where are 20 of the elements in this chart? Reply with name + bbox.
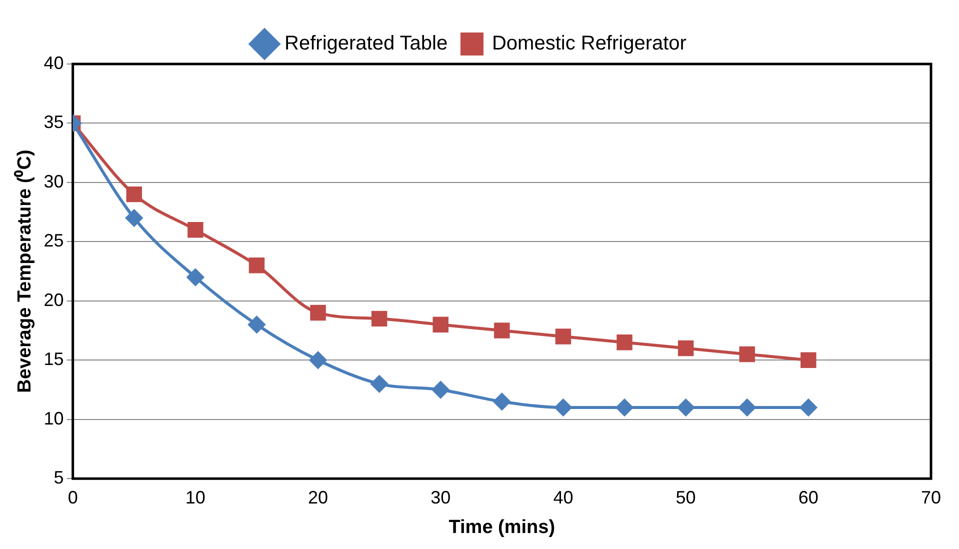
legend-label: Domestic Refrigerator [492, 32, 687, 55]
x-tick-label: 30 [430, 487, 451, 508]
y-tick-label: 35 [44, 112, 64, 132]
legend-label: Refrigerated Table [284, 32, 448, 55]
y-tick-label: 25 [44, 230, 64, 251]
x-tick-label: 60 [798, 487, 818, 508]
x-tick-label: 10 [185, 487, 206, 508]
y-tick-label: 15 [44, 349, 64, 370]
x-tick-label: 20 [308, 487, 328, 508]
x-tick-label: 50 [676, 487, 696, 508]
y-tick-label: 10 [44, 408, 64, 428]
x-tick-label: 40 [553, 487, 574, 508]
x-tick-label: 70 [920, 487, 942, 508]
y-tick-label: 40 [44, 52, 64, 73]
y-tick-label: 30 [44, 171, 64, 192]
x-axis-title: Time (mins) [448, 516, 556, 538]
x-tick-label: 0 [68, 487, 78, 508]
y-axis-title: Beverage Temperature (⁰C) [14, 150, 36, 393]
y-tick-label: 5 [54, 468, 64, 488]
y-tick-label: 20 [44, 290, 64, 310]
